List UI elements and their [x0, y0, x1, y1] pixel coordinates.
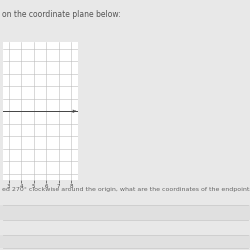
Text: on the coordinate plane below:: on the coordinate plane below: — [2, 10, 121, 19]
Text: ed 270° clockwise around the origin, what are the coordinates of the endpoints o: ed 270° clockwise around the origin, wha… — [2, 188, 250, 192]
